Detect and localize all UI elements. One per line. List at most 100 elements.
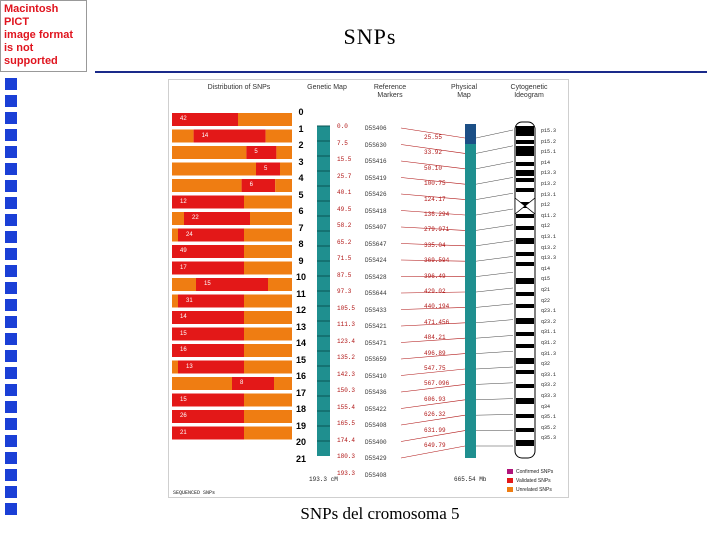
ideogram-connector xyxy=(475,224,514,231)
ideogram-band xyxy=(516,146,534,152)
genetic-position: 123.4 xyxy=(337,337,356,345)
decoration-square xyxy=(5,197,17,209)
ideogram-connector xyxy=(475,350,514,354)
figure-graphics xyxy=(172,113,536,459)
bar-unrelated xyxy=(172,278,196,291)
row-number: 11 xyxy=(296,288,306,299)
ideogram-connector xyxy=(475,240,514,247)
ideogram-connector xyxy=(475,271,514,277)
ideogram-band xyxy=(516,370,534,374)
row-number: 9 xyxy=(298,255,304,266)
bar-unrelated xyxy=(172,212,184,225)
cytoband-label: q33.1 xyxy=(541,371,557,378)
row-number: 6 xyxy=(298,206,304,216)
marker-connector xyxy=(400,259,466,262)
bar-label: 21 xyxy=(180,429,187,436)
physical-position: 606.93 xyxy=(424,395,446,403)
marker-connector xyxy=(400,177,466,185)
bar-unrelated xyxy=(238,113,292,126)
reference-marker: D5S659 xyxy=(365,356,387,363)
marker-connector xyxy=(400,337,466,343)
decoration-square xyxy=(5,112,17,124)
bar-unrelated xyxy=(172,377,232,390)
row-number: 8 xyxy=(298,239,304,249)
cytoband-label: q13.3 xyxy=(541,255,557,262)
title-divider xyxy=(95,71,707,73)
reference-marker: D5S428 xyxy=(365,273,387,281)
ideogram-band xyxy=(516,226,534,230)
bar-unrelated xyxy=(250,212,292,225)
ideogram-connector xyxy=(475,208,514,216)
bar-label: 16 xyxy=(180,347,187,353)
legend-validated: Validated SNPs xyxy=(507,478,551,484)
ideogram-band xyxy=(516,214,534,218)
marker-connector xyxy=(400,368,466,376)
physical-position: 396.49 xyxy=(424,272,446,280)
reference-marker: D5S433 xyxy=(365,306,387,314)
row-number: 10 xyxy=(295,272,306,282)
physical-position: 471.456 xyxy=(424,318,450,326)
physical-position: 626.32 xyxy=(424,411,446,419)
reference-marker: D5S407 xyxy=(365,224,387,231)
bar-validated xyxy=(172,327,244,341)
bar-unrelated xyxy=(244,410,292,423)
genetic-position: 111.3 xyxy=(337,321,356,328)
bar-unrelated xyxy=(265,129,292,143)
ideogram-band xyxy=(516,202,534,208)
physical-map-bar xyxy=(465,124,476,458)
bar-unrelated xyxy=(268,278,292,291)
row-number: 5 xyxy=(298,189,304,200)
row-number: 12 xyxy=(295,305,306,315)
chromosome-figure: Distribution of SNPs Genetic Map Referen… xyxy=(168,79,569,498)
bar-validated xyxy=(172,113,238,126)
ideogram-band xyxy=(516,162,534,166)
physical-position: 496.89 xyxy=(424,349,446,357)
ideogram-band xyxy=(516,398,534,404)
cytoband-label: p13.1 xyxy=(541,191,557,198)
bar-validated xyxy=(196,278,268,291)
cytoband-label: q32 xyxy=(541,361,551,368)
reference-marker: D5S630 xyxy=(365,141,387,149)
reference-marker: D5S408 xyxy=(365,422,387,429)
cytoband-label: q33.3 xyxy=(541,393,557,399)
bar-validated xyxy=(241,179,276,192)
header-genetic-map: Genetic Map xyxy=(307,84,347,91)
genetic-position: 174.4 xyxy=(337,436,356,444)
row-number: 1 xyxy=(298,123,304,134)
decoration-square xyxy=(5,486,17,498)
cytoband-label: q33.2 xyxy=(541,382,557,389)
cytoband-label: q23.2 xyxy=(541,318,557,325)
bar-validated xyxy=(172,426,244,440)
bar-validated xyxy=(178,228,244,242)
marker-connector xyxy=(400,160,466,170)
placeholder-line: Macintosh PICT xyxy=(4,3,59,28)
bar-unrelated xyxy=(244,393,292,407)
bar-unrelated xyxy=(244,344,292,357)
bar-validated xyxy=(172,245,244,258)
bar-validated xyxy=(193,129,266,143)
physical-position: 50.10 xyxy=(424,164,443,172)
bar-unrelated xyxy=(172,162,256,176)
bar-validated xyxy=(232,377,274,390)
cytoband-label: q11.2 xyxy=(541,212,557,219)
ideogram-band xyxy=(516,252,534,256)
physical-position: 369.594 xyxy=(424,257,450,265)
reference-marker: D5S647 xyxy=(365,240,387,248)
bar-label: 6 xyxy=(249,182,253,188)
bar-validated xyxy=(172,261,244,275)
decoration-square xyxy=(5,163,17,175)
bar-unrelated xyxy=(244,245,292,258)
bar-unrelated xyxy=(244,360,292,374)
ideogram-connector xyxy=(475,366,514,370)
bar-validated xyxy=(184,212,250,225)
ideogram-connector xyxy=(475,303,514,308)
placeholder-line: image format xyxy=(4,29,74,41)
bar-label: 12 xyxy=(180,198,187,205)
cytoband-label: p15.3 xyxy=(541,128,557,134)
cytoband-label: q12 xyxy=(541,223,551,230)
decoration-square xyxy=(5,384,17,396)
genetic-position: 97.3 xyxy=(337,288,352,295)
decoration-square xyxy=(5,146,17,158)
slide-caption: SNPs del cromosoma 5 xyxy=(300,504,460,523)
decoration-square xyxy=(5,503,17,515)
